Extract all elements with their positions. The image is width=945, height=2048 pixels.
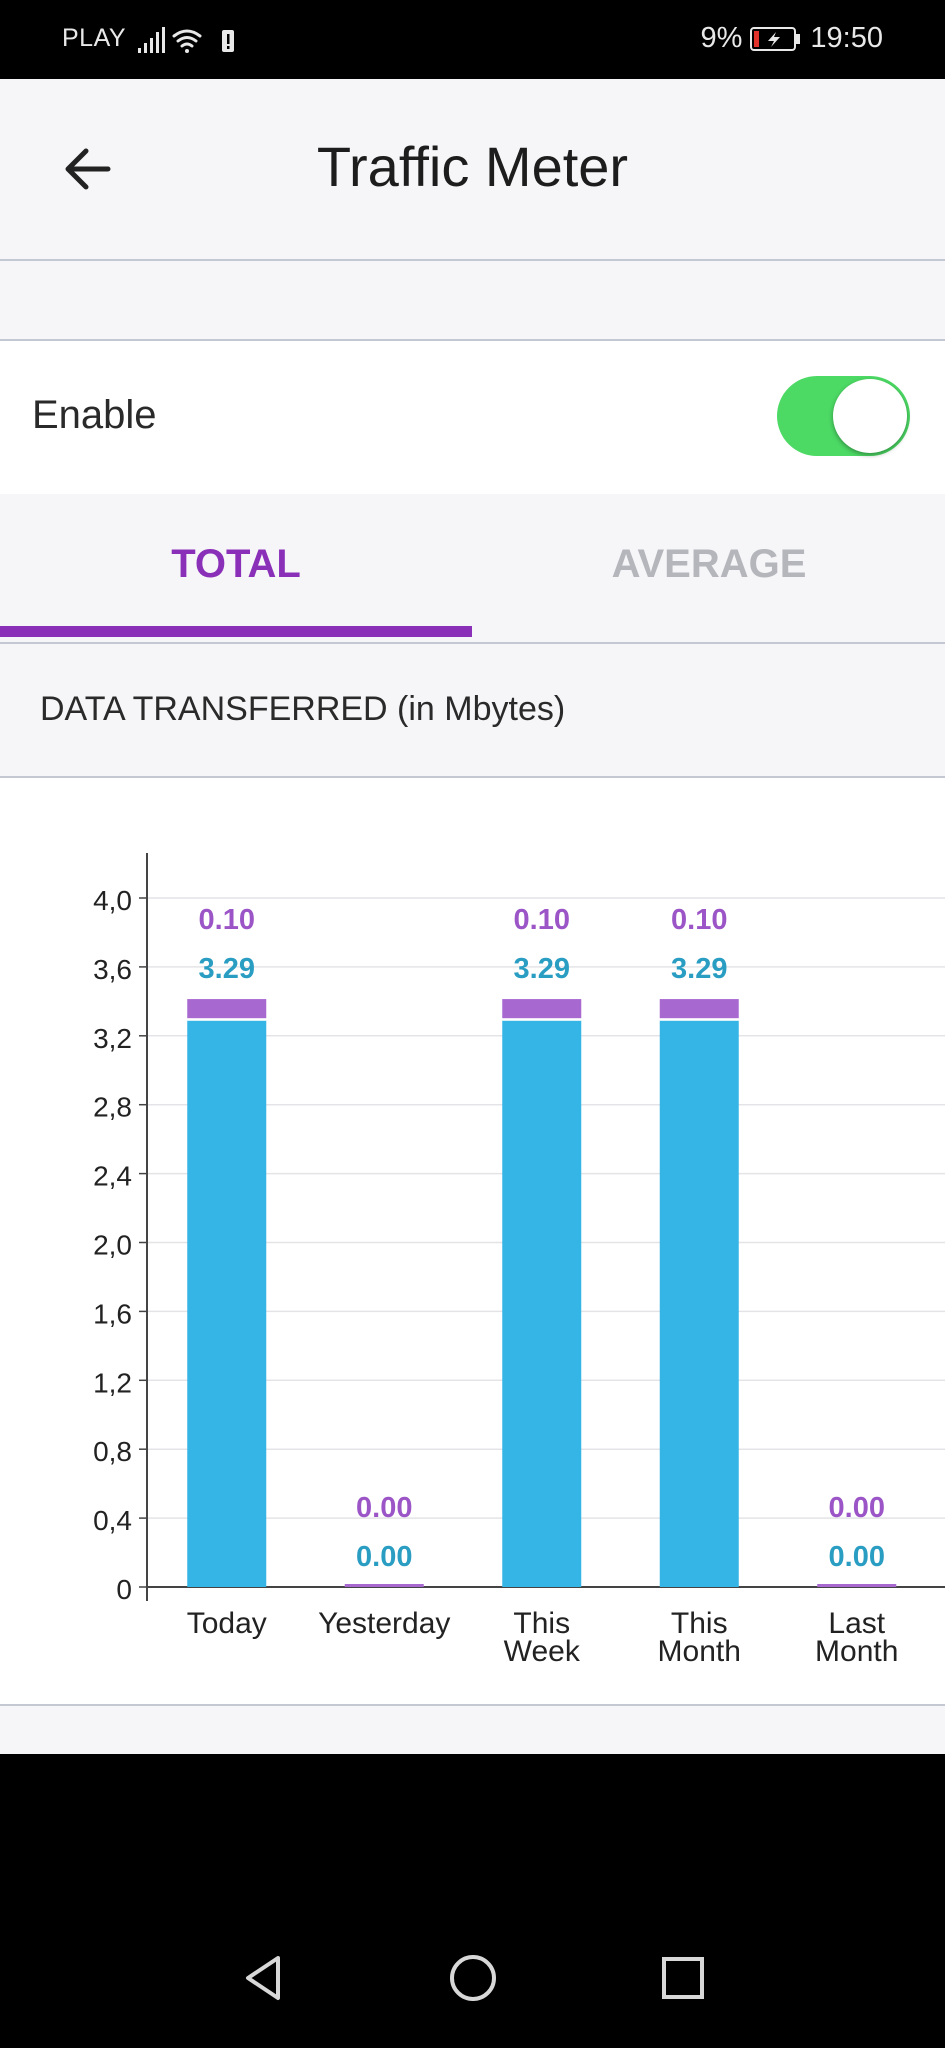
upload-value-label: 0.10	[514, 904, 570, 936]
y-tick-label: 3,2	[93, 1023, 132, 1054]
tab-average[interactable]: AVERAGE	[611, 541, 807, 586]
y-tick-label: 2,4	[93, 1161, 132, 1192]
download-value-label: 0.00	[829, 1541, 885, 1573]
wifi-icon	[172, 29, 202, 53]
upload-value-label: 0.10	[671, 904, 727, 936]
y-tick-label: 3,6	[93, 954, 132, 985]
bar-separator	[502, 1018, 582, 1021]
chart-card: 0 0,4 0,8 1,2 1,6 2,0 2,4 2,8 3,2 3,6 4,0 3.29 0.10 T…	[0, 776, 945, 1740]
download-value-label: 3.29	[514, 953, 570, 985]
nav-home-button[interactable]	[438, 1943, 508, 2013]
x-category-label: Today	[187, 1607, 267, 1640]
download-value-label: 0.00	[356, 1541, 412, 1573]
y-tick-label: 2,0	[93, 1230, 132, 1261]
upload-bar	[817, 1584, 897, 1587]
y-tick-label: 1,6	[93, 1298, 132, 1329]
back-button[interactable]	[58, 139, 118, 199]
upload-value-label: 0.00	[356, 1492, 412, 1524]
circle-home-icon	[450, 1955, 496, 2001]
y-tick-label: 1,2	[93, 1367, 132, 1398]
square-recents-icon	[662, 1957, 704, 1999]
upload-bar	[187, 999, 267, 1019]
download-bar	[187, 1020, 267, 1587]
header: Traffic Meter	[0, 79, 945, 261]
upload-bar	[502, 999, 582, 1019]
navigation-bar	[0, 1754, 945, 2048]
clock: 19:50	[810, 22, 883, 54]
upload-bar	[659, 999, 739, 1019]
battery-icon	[750, 26, 801, 51]
upload-bar	[344, 1584, 424, 1587]
arrow-left-icon	[65, 148, 111, 190]
x-category-label: Month	[815, 1635, 898, 1668]
status-right: 9% 19:50	[701, 22, 884, 55]
x-category-label: This	[671, 1607, 728, 1640]
upload-value-label: 0.00	[829, 1492, 885, 1524]
traffic-chart: 0 0,4 0,8 1,2 1,6 2,0 2,4 2,8 3,2 3,6 4,0 3.29 0.10 T…	[93, 853, 945, 1740]
y-tick-label: 0	[116, 1574, 132, 1605]
enable-label: Enable	[32, 393, 157, 437]
battery-percent: 9%	[700, 22, 743, 54]
signal-icon	[138, 27, 165, 53]
y-tick-label: 2,8	[93, 1092, 132, 1123]
x-category-label: Last	[828, 1607, 885, 1640]
toggle-knob	[833, 379, 907, 453]
nav-back-button[interactable]	[228, 1943, 298, 2013]
nav-recents-button[interactable]	[648, 1943, 718, 2013]
tab-bar: TOTAL AVERAGE	[0, 494, 945, 644]
tab-indicator	[0, 626, 472, 637]
download-value-label: 3.29	[671, 953, 727, 985]
app-screen: Traffic Meter Enable TOTAL AVERAGE DATA …	[0, 79, 945, 1754]
tab-total[interactable]: TOTAL	[171, 541, 301, 586]
y-tick-label: 4,0	[93, 885, 132, 916]
triangle-back-icon	[246, 1956, 280, 2000]
upload-value-label: 0.10	[199, 904, 255, 936]
x-category-label: This	[513, 1607, 570, 1640]
enable-toggle[interactable]	[777, 376, 910, 456]
enable-row: Enable	[0, 339, 945, 496]
x-category-label: Week	[504, 1635, 581, 1668]
signal-wifi-icons	[138, 27, 234, 53]
alert-icon	[222, 30, 234, 52]
carrier-name: PLAY	[62, 24, 127, 52]
bar-separator	[659, 1018, 739, 1021]
page-title: Traffic Meter	[316, 135, 629, 198]
y-tick-label: 0,8	[93, 1436, 132, 1467]
x-category-label: Month	[658, 1635, 741, 1668]
download-bar	[502, 1020, 582, 1587]
section-title: DATA TRANSFERRED (in Mbytes)	[40, 690, 566, 728]
status-bar: PLAY 9% 19:50	[0, 0, 945, 79]
x-category-label: Yesterday	[318, 1607, 450, 1640]
y-tick-label: 0,4	[93, 1505, 132, 1536]
download-bar	[659, 1020, 739, 1587]
download-value-label: 3.29	[199, 953, 255, 985]
bar-separator	[187, 1018, 267, 1021]
